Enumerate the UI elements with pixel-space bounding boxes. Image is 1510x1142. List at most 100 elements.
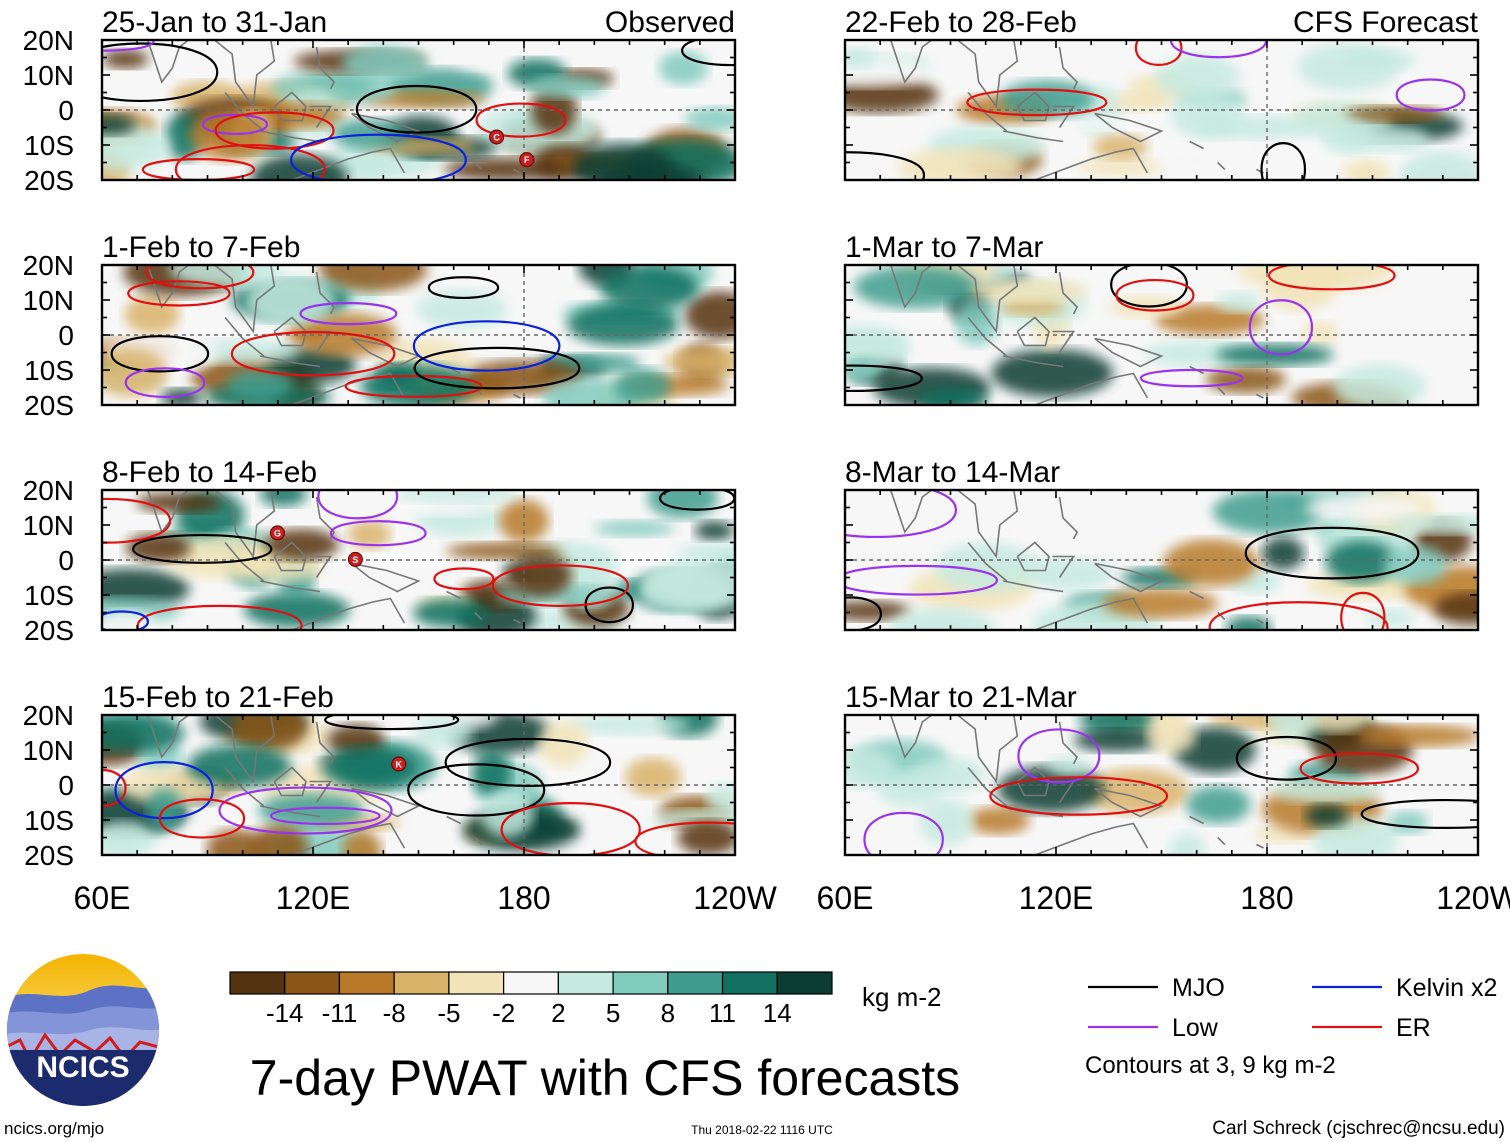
colorbar-swatch bbox=[667, 971, 724, 995]
contour-legend: MJO Kelvin x2 Low ER Contours at 3, 9 kg m-2 bbox=[1085, 974, 1497, 1079]
pwat-blob bbox=[528, 75, 606, 99]
coastline bbox=[315, 46, 336, 90]
pwat-blob bbox=[443, 157, 567, 180]
pwat-blob bbox=[969, 279, 1089, 304]
contour-low bbox=[299, 302, 398, 326]
contours bbox=[102, 490, 735, 630]
storm-marker: C bbox=[489, 129, 505, 145]
pwat-blob bbox=[538, 720, 589, 768]
coastline bbox=[291, 822, 406, 855]
pwat-blob bbox=[694, 520, 735, 541]
panel-period-label: 1-Mar to 7-Mar bbox=[845, 231, 1043, 264]
y-tick-label: 20N bbox=[23, 250, 74, 281]
coastline bbox=[1052, 555, 1076, 578]
contour-er bbox=[102, 497, 172, 544]
contour-low bbox=[863, 811, 944, 855]
map-panel: C F 25-Jan to 31-Jan Observed 20N 10N 0 10S 20S bbox=[23, 6, 737, 196]
colorbar-swatch bbox=[503, 971, 559, 995]
pwat-blob bbox=[102, 122, 171, 171]
pwat-blob bbox=[572, 142, 674, 180]
contour-low bbox=[218, 786, 393, 835]
contour-note: Contours at 3, 9 kg m-2 bbox=[1085, 1052, 1336, 1079]
y-tick-label: 10N bbox=[23, 285, 74, 316]
pwat-blob bbox=[1155, 304, 1265, 336]
contour-mjo bbox=[444, 737, 612, 787]
pwat-blob bbox=[413, 598, 489, 628]
pwat-blob bbox=[102, 49, 149, 69]
pwat-blob bbox=[226, 368, 293, 402]
contours bbox=[863, 728, 1478, 855]
coastline bbox=[224, 541, 265, 582]
coastline bbox=[1217, 836, 1226, 846]
pwat-blob bbox=[845, 332, 906, 356]
colorbar-swatch bbox=[393, 971, 450, 995]
colorbar-label: -2 bbox=[492, 998, 515, 1028]
colorbar-swatch bbox=[612, 971, 669, 995]
colorbar-label: 11 bbox=[709, 998, 736, 1028]
map-panel: 8-Mar to 14-Mar bbox=[843, 456, 1480, 632]
pwat-blob bbox=[954, 299, 999, 346]
pwat-blob bbox=[684, 291, 735, 339]
coastlines bbox=[889, 40, 1264, 180]
pwat-blob bbox=[1147, 720, 1196, 755]
coastline bbox=[1189, 590, 1205, 600]
contour-low bbox=[124, 367, 206, 398]
pwat-blob bbox=[1305, 803, 1349, 828]
pwat-blob bbox=[997, 765, 1105, 813]
pwat-blob bbox=[1212, 490, 1325, 534]
map-panel: 22-Feb to 28-Feb CFS Forecast bbox=[843, 6, 1480, 182]
pwat-blob bbox=[845, 47, 876, 69]
contours bbox=[102, 715, 735, 855]
logo-text: NCICS bbox=[36, 1051, 129, 1084]
coastline bbox=[214, 490, 276, 559]
contour-mjo bbox=[427, 276, 500, 300]
coastline bbox=[1052, 105, 1076, 128]
coastline bbox=[315, 271, 336, 315]
map-panel: 1-Mar to 7-Mar bbox=[843, 231, 1480, 407]
colorbar-swatch bbox=[338, 971, 395, 995]
pwat-field bbox=[845, 490, 1478, 630]
pwat-blob bbox=[1345, 126, 1431, 153]
coastline bbox=[351, 337, 421, 368]
colorbar-label: 8 bbox=[661, 998, 675, 1028]
contour-mjo bbox=[1360, 799, 1478, 829]
contour-low bbox=[317, 490, 399, 520]
coastline bbox=[1034, 372, 1149, 405]
contour-er bbox=[344, 374, 483, 398]
coastline bbox=[1003, 355, 1064, 368]
contour-mjo bbox=[1235, 736, 1338, 781]
pwat-blob bbox=[986, 490, 1050, 505]
pwat-field bbox=[102, 40, 735, 180]
panel-period-label: 1-Feb to 7-Feb bbox=[102, 231, 300, 264]
pwat-blob bbox=[645, 558, 735, 608]
y-tick-label: 20N bbox=[23, 25, 74, 56]
coastline bbox=[224, 91, 265, 132]
pwat-blob bbox=[230, 715, 308, 752]
pwat-blob bbox=[853, 265, 979, 309]
contour-er bbox=[102, 768, 127, 808]
pwat-blob bbox=[457, 360, 582, 395]
pwat-blob bbox=[1390, 514, 1478, 535]
storm-label: K bbox=[395, 760, 402, 770]
pwat-field bbox=[845, 43, 1478, 180]
contours bbox=[110, 265, 581, 398]
coastline bbox=[351, 562, 421, 593]
y-tick-label: 20S bbox=[24, 840, 74, 871]
coastline bbox=[260, 805, 321, 818]
coastline bbox=[146, 490, 191, 534]
coastline bbox=[1189, 815, 1205, 825]
coastline bbox=[474, 611, 483, 621]
coastline bbox=[309, 105, 333, 128]
coastline bbox=[957, 265, 1019, 334]
pwat-blob bbox=[258, 793, 365, 828]
coastlines bbox=[889, 490, 1264, 630]
panel-period-label: 8-Feb to 14-Feb bbox=[102, 456, 317, 489]
contour-er bbox=[433, 567, 495, 591]
y-tick-label: 0 bbox=[58, 320, 74, 351]
coastline bbox=[1016, 541, 1050, 572]
pwat-blob bbox=[919, 799, 974, 846]
chart-title: 7-day PWAT with CFS forecasts bbox=[250, 1050, 960, 1106]
coastline bbox=[967, 91, 1008, 132]
y-tick-label: 10N bbox=[23, 60, 74, 91]
